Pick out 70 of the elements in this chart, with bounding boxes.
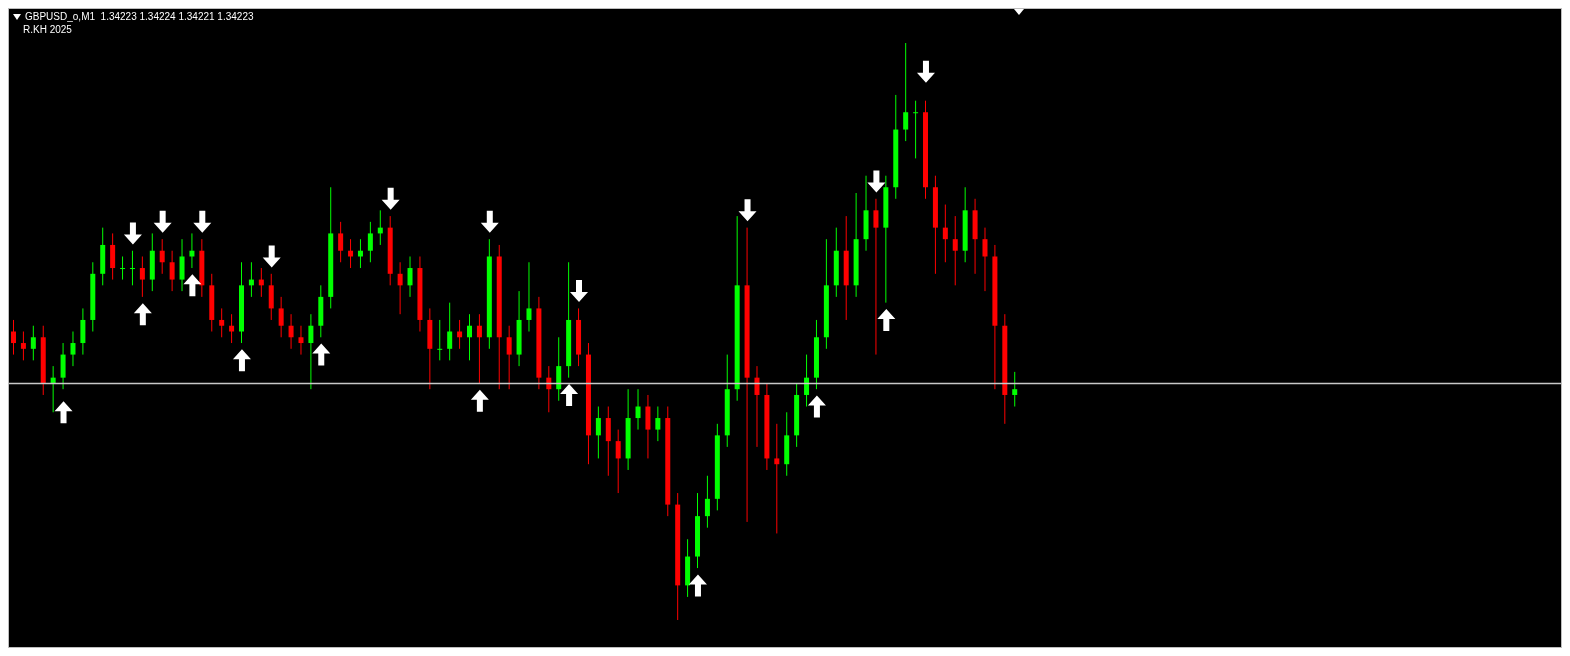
- candlestick: [526, 261, 532, 332]
- candlestick: [288, 313, 294, 350]
- candlestick: [437, 319, 443, 361]
- candlestick: [219, 307, 225, 338]
- point: [570, 280, 589, 303]
- candlestick: [873, 198, 879, 356]
- point: [480, 210, 499, 233]
- chart-subtitle: R.KH 2025: [23, 24, 72, 35]
- candlestick: [139, 255, 145, 298]
- point: [916, 60, 935, 83]
- point: [123, 222, 142, 245]
- candlestick: [308, 313, 314, 390]
- candlestick: [278, 296, 284, 338]
- candlestick: [397, 261, 403, 315]
- candlestick: [20, 331, 26, 361]
- candlestick: [982, 227, 988, 292]
- candlestick: [80, 307, 86, 356]
- candlestick: [298, 325, 304, 356]
- candlestick: [804, 354, 810, 408]
- candlestick: [506, 325, 512, 390]
- candlestick: [1012, 371, 1018, 408]
- candlestick: [952, 215, 958, 286]
- candlestick: [110, 232, 116, 281]
- point: [193, 210, 212, 233]
- candlestick: [169, 250, 175, 292]
- candlestick: [70, 331, 76, 367]
- point: [312, 343, 331, 366]
- point: [381, 187, 400, 210]
- candlestick: [605, 406, 611, 477]
- point: [738, 199, 757, 222]
- candlestick: [655, 406, 661, 442]
- candlestick: [942, 204, 948, 263]
- candlestick: [229, 313, 235, 344]
- point: [262, 245, 281, 268]
- point: [183, 274, 202, 297]
- candlestick: [903, 43, 909, 142]
- candlestick: [615, 429, 621, 494]
- candlestick: [467, 313, 472, 361]
- candlestick: [268, 273, 274, 321]
- candlestick: [635, 388, 641, 431]
- candlestick: [595, 406, 601, 459]
- candlestick: [754, 365, 760, 448]
- point: [153, 210, 172, 233]
- candlestick: [338, 221, 344, 263]
- candlestick: [367, 221, 373, 263]
- candlestick: [159, 238, 165, 275]
- point: [232, 349, 251, 372]
- point: [867, 170, 886, 193]
- candlestick: [129, 250, 135, 286]
- candlestick: [556, 336, 562, 402]
- candlestick: [407, 255, 413, 298]
- candlestick: [179, 238, 185, 292]
- point: [877, 308, 896, 331]
- point: [470, 389, 489, 412]
- candlestick: [120, 255, 126, 281]
- candlestick: [476, 313, 482, 384]
- candlestick: [447, 302, 453, 361]
- point: [133, 303, 152, 326]
- candlestick: [774, 423, 780, 534]
- candlestick: [11, 319, 16, 356]
- point: [54, 401, 73, 424]
- candlestick: [913, 100, 919, 159]
- point: [807, 395, 826, 418]
- chart-title: GBPUSD_o,M1 1.34223 1.34224 1.34221 1.34223: [25, 11, 254, 22]
- candlestick: [645, 394, 651, 459]
- candlestick: [30, 325, 36, 361]
- point: [688, 574, 707, 597]
- candlestick: [704, 475, 710, 529]
- point: [560, 383, 579, 406]
- candlestick: [60, 342, 66, 390]
